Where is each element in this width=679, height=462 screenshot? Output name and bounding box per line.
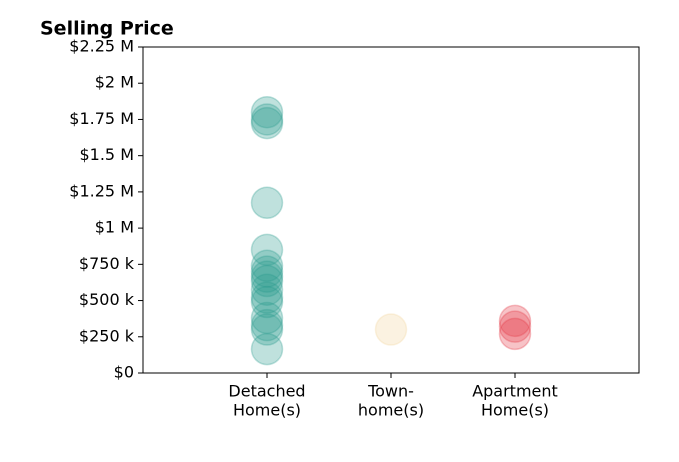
chart-title: Selling Price <box>40 18 174 40</box>
point <box>250 332 284 366</box>
y-tick-label: $1.75 M <box>69 109 134 128</box>
y-tick-label: $0 <box>114 363 134 382</box>
point <box>250 186 284 220</box>
point <box>250 281 284 314</box>
point <box>250 103 284 136</box>
y-tick-label: $250 k <box>79 326 135 345</box>
point <box>250 260 284 293</box>
point <box>250 233 284 267</box>
y-tick-label: $2.25 M <box>69 37 134 56</box>
point <box>250 106 284 140</box>
point <box>498 310 532 343</box>
x-tick-label: Detached <box>228 382 305 401</box>
point <box>498 317 532 351</box>
y-tick-label: $2 M <box>95 73 134 92</box>
x-tick-label: home(s) <box>358 401 424 420</box>
point <box>250 313 284 346</box>
x-tick-label: Town- <box>367 382 414 401</box>
point <box>250 264 284 298</box>
x-tick-label: Home(s) <box>233 401 301 420</box>
point <box>250 308 284 342</box>
point <box>374 313 408 346</box>
point <box>250 301 284 335</box>
point <box>250 95 284 129</box>
y-tick-label: $1.5 M <box>79 145 134 164</box>
y-tick-label: $1 M <box>95 218 134 237</box>
point <box>250 273 284 306</box>
point <box>250 285 284 319</box>
y-tick-label: $1.25 M <box>69 181 134 200</box>
point <box>498 304 532 338</box>
point <box>250 249 284 283</box>
x-tick-label: Apartment <box>472 382 558 401</box>
x-tick-label: Home(s) <box>481 401 549 420</box>
y-tick-label: $750 k <box>79 254 135 273</box>
point <box>250 255 284 288</box>
y-tick-label: $500 k <box>79 290 135 309</box>
